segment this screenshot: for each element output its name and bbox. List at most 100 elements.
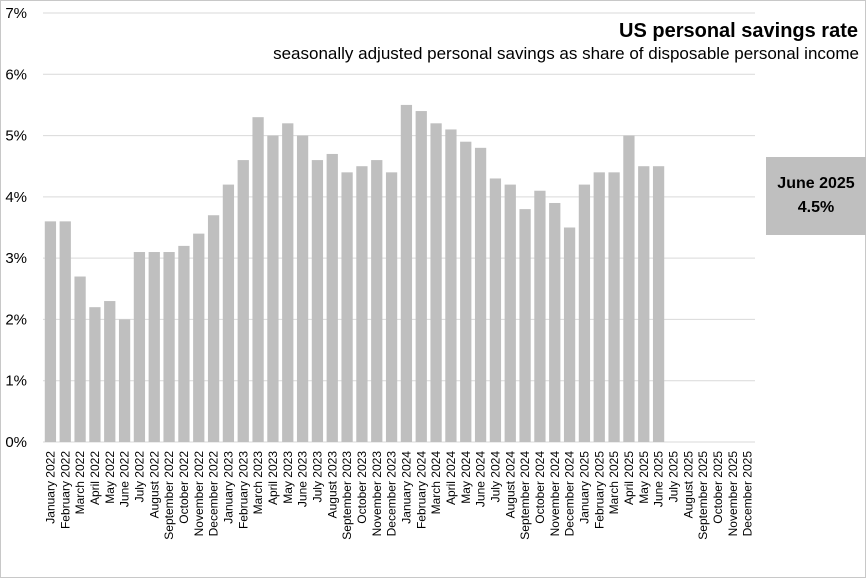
y-tick-label: 0% — [5, 434, 27, 451]
x-tick-label: July 2025 — [666, 451, 680, 503]
bar — [341, 172, 353, 443]
bar — [608, 172, 620, 443]
x-tick-label: May 2022 — [103, 451, 117, 504]
y-tick-label: 6% — [5, 66, 27, 83]
x-tick-label: June 2024 — [474, 451, 488, 507]
bar — [133, 252, 146, 442]
chart-title: US personal savings rate — [619, 20, 858, 42]
x-tick-label: March 2024 — [429, 451, 443, 515]
bar — [563, 227, 576, 442]
x-tick-label: October 2022 — [177, 451, 191, 524]
x-tick-label: June 2025 — [652, 451, 666, 507]
y-tick-label: 2% — [5, 311, 27, 328]
x-tick-label: July 2024 — [488, 451, 502, 503]
x-tick-label: September 2024 — [518, 451, 532, 540]
bar — [326, 153, 338, 442]
x-tick-label: January 2022 — [43, 451, 57, 524]
x-axis-ticks: January 2022 February 2022 March 2022 April… — [43, 451, 754, 540]
bar — [415, 111, 427, 443]
bar — [356, 166, 368, 442]
bar — [593, 172, 605, 443]
bar — [371, 160, 383, 443]
x-tick-label: May 2024 — [459, 451, 473, 504]
bar — [549, 202, 561, 442]
x-tick-label: December 2022 — [207, 451, 221, 537]
bar — [519, 209, 531, 442]
x-tick-label: January 2024 — [399, 451, 413, 524]
y-tick-label: 5% — [5, 128, 27, 145]
x-tick-label: June 2022 — [118, 451, 132, 507]
y-tick-label: 3% — [5, 250, 27, 267]
x-tick-label: February 2022 — [58, 451, 72, 529]
x-tick-label: March 2025 — [607, 451, 621, 515]
bar — [652, 166, 665, 442]
bar — [163, 252, 175, 442]
x-tick-label: April 2022 — [88, 451, 102, 505]
bar — [252, 117, 264, 442]
bar — [267, 135, 279, 443]
y-tick-label: 4% — [5, 189, 27, 206]
x-tick-label: October 2024 — [533, 451, 547, 524]
x-tick-label: August 2023 — [325, 451, 339, 519]
x-tick-label: March 2022 — [73, 451, 87, 515]
callout-value: 4.5% — [797, 199, 835, 216]
bar — [282, 123, 294, 443]
x-tick-label: March 2023 — [251, 451, 265, 515]
bar — [489, 178, 502, 442]
x-tick-label: November 2025 — [726, 451, 740, 537]
x-tick-label: September 2022 — [162, 451, 176, 540]
bar — [148, 252, 160, 442]
bar — [504, 184, 516, 442]
x-tick-label: May 2023 — [281, 451, 295, 504]
x-tick-label: December 2023 — [385, 451, 399, 537]
x-tick-label: September 2023 — [340, 451, 354, 540]
x-tick-label: June 2023 — [296, 451, 310, 507]
x-tick-label: November 2024 — [548, 451, 562, 537]
y-tick-label: 7% — [5, 5, 27, 22]
x-tick-label: February 2025 — [592, 451, 606, 529]
bar — [44, 221, 57, 442]
bar — [178, 245, 190, 442]
bar — [193, 233, 205, 442]
bar — [237, 160, 249, 443]
x-tick-label: July 2023 — [310, 451, 324, 503]
x-tick-label: October 2025 — [711, 451, 725, 524]
chart-subtitle: seasonally adjusted personal savings as … — [273, 44, 859, 63]
x-tick-label: September 2025 — [696, 451, 710, 540]
bar — [222, 184, 235, 442]
x-tick-label: December 2024 — [563, 451, 577, 537]
bar — [118, 319, 131, 442]
x-tick-label: August 2024 — [503, 451, 517, 519]
bar — [296, 135, 309, 443]
y-axis-ticks: 0% 1% 2% 3% 4% 5% 6% 7% — [5, 5, 27, 451]
y-tick-label: 1% — [5, 373, 27, 390]
bar — [207, 215, 220, 442]
bar — [104, 301, 116, 442]
latest-value-callout: June 2025 4.5% — [766, 157, 866, 235]
bar — [638, 166, 650, 442]
x-tick-label: April 2025 — [622, 451, 636, 505]
x-tick-label: August 2022 — [147, 451, 161, 519]
bar — [578, 184, 591, 442]
bar — [460, 141, 472, 442]
bar — [59, 221, 71, 442]
bar — [445, 129, 457, 442]
x-tick-label: May 2025 — [637, 451, 651, 504]
x-tick-label: December 2025 — [741, 451, 755, 537]
bar — [623, 135, 635, 443]
bar — [385, 172, 398, 443]
x-tick-label: February 2023 — [236, 451, 250, 529]
bar — [89, 307, 101, 442]
x-tick-label: August 2025 — [681, 451, 695, 519]
x-tick-label: February 2024 — [414, 451, 428, 529]
bar — [534, 190, 546, 442]
x-tick-label: April 2024 — [444, 451, 458, 505]
bar — [430, 123, 442, 443]
bars — [44, 104, 665, 443]
bar — [74, 276, 86, 442]
x-tick-label: October 2023 — [355, 451, 369, 524]
x-tick-label: November 2023 — [370, 451, 384, 537]
callout-period: June 2025 — [777, 175, 855, 192]
